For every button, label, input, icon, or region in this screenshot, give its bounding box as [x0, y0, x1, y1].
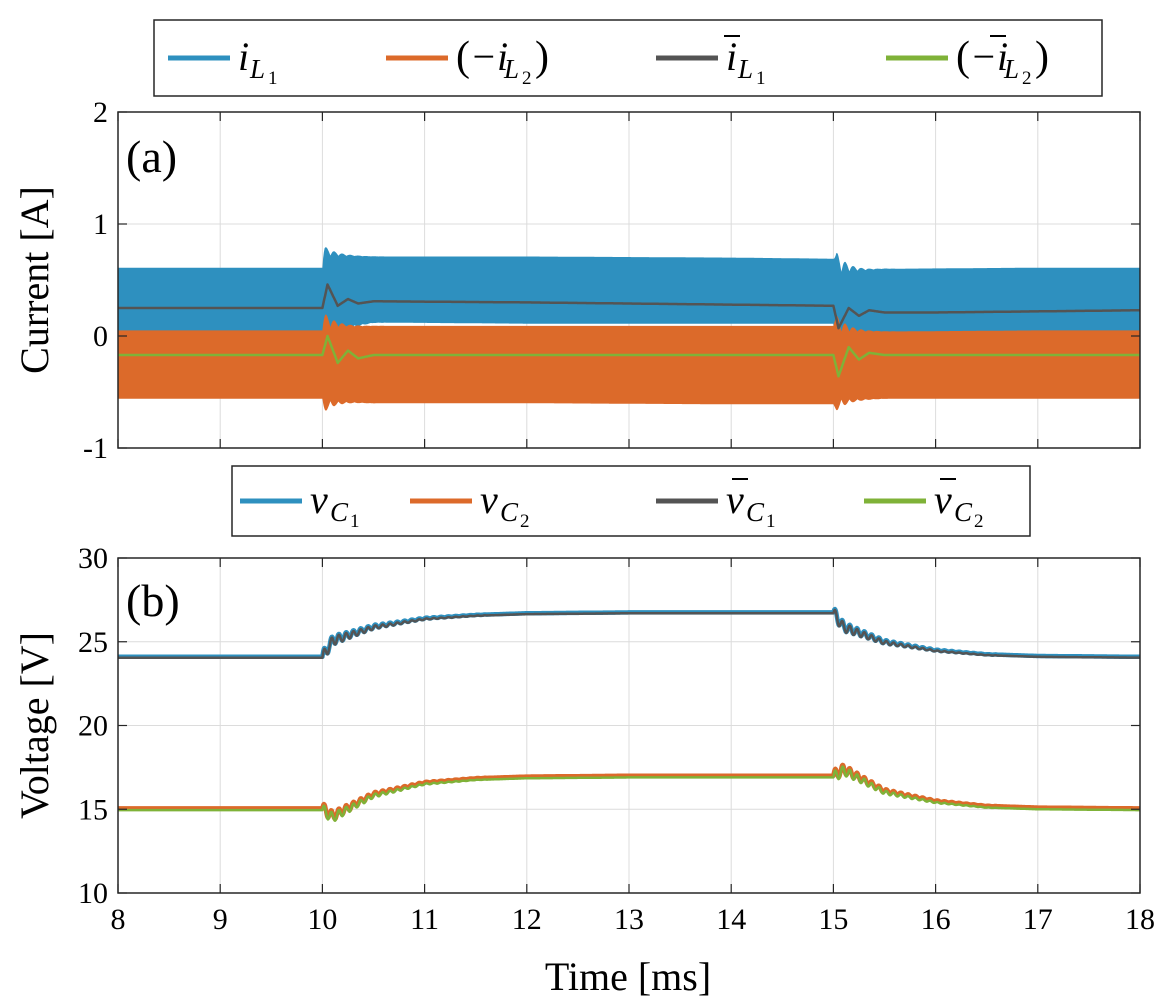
legend-subscript: L: [249, 54, 265, 84]
legend-subscript: L: [1003, 54, 1019, 84]
legend-subsubscript: 1: [766, 511, 776, 532]
legend-subsubscript: 1: [756, 68, 766, 89]
legend-symbol: −i: [970, 34, 1008, 79]
legend-subsubscript: 1: [268, 68, 278, 89]
legend-paren: (: [956, 34, 970, 80]
legend-paren: ): [1035, 34, 1049, 80]
legend-subscript: C: [330, 497, 349, 527]
x-tick-label: 18: [1125, 903, 1155, 936]
legend-subscript: C: [500, 497, 519, 527]
x-tick-label: 15: [818, 903, 848, 936]
legend-subsubscript: 2: [1022, 68, 1032, 89]
grid-lines: [117, 557, 1141, 894]
series-line-vC2_avg: [118, 765, 1140, 822]
x-tick-label: 11: [410, 903, 439, 936]
legend-symbol: i: [726, 34, 737, 79]
plot-area: [118, 606, 1140, 822]
legend: i L 1(−iL 2) i L 1(−iL 2): [153, 19, 1103, 97]
legend-subscript: C: [746, 497, 765, 527]
legend-paren: (: [456, 34, 470, 80]
x-tick-label: 8: [111, 903, 126, 936]
legend-subsubscript: 2: [520, 511, 530, 532]
legend-subsubscript: 2: [974, 511, 984, 532]
x-axis-label: Time [ms]: [545, 954, 711, 999]
legend-subscript: C: [954, 497, 973, 527]
series-line-iL1_avg: [118, 283, 1140, 330]
legend-symbol: v: [310, 477, 328, 522]
y-tick-label: 0: [93, 320, 108, 353]
legend-subscript: L: [737, 54, 753, 84]
y-tick-label: 1: [93, 208, 108, 241]
y-tick-label: 15: [78, 793, 108, 826]
x-tick-label: 13: [614, 903, 644, 936]
legend-symbol: v: [726, 477, 744, 522]
legend-subsubscript: 1: [350, 511, 360, 532]
legend-symbol: v: [480, 477, 498, 522]
y-tick-label: 25: [78, 626, 108, 659]
y-axis-label: Current [A]: [12, 186, 57, 374]
series-line-vC1_avg: [118, 608, 1140, 659]
plot-area: [118, 247, 1140, 411]
x-tick-label: 12: [512, 903, 542, 936]
y-tick-label: -1: [83, 432, 108, 465]
legend-paren: ): [535, 34, 549, 80]
legend-subsubscript: 2: [522, 68, 532, 89]
x-tick-label: 14: [716, 903, 746, 936]
series-line-vC2: [118, 762, 1140, 822]
x-tick-label: 16: [921, 903, 951, 936]
series-line-iL2_avg: [118, 334, 1140, 378]
y-tick-label: 20: [78, 710, 108, 743]
band-iL1: [118, 247, 1140, 353]
y-tick-label: 30: [78, 542, 108, 575]
legend-subscript: L: [503, 54, 519, 84]
legend-symbol: i: [238, 34, 249, 79]
y-tick-label: 10: [78, 877, 108, 910]
panel-tag: (b): [126, 575, 180, 626]
legend-symbol: v: [934, 477, 952, 522]
y-tick-label: 2: [93, 96, 108, 129]
legend-symbol: −i: [470, 34, 508, 79]
panel-tag: (a): [126, 131, 177, 182]
x-tick-label: 17: [1023, 903, 1053, 936]
x-tick-label: 10: [307, 903, 337, 936]
band-iL2: [118, 314, 1140, 411]
x-tick-label: 9: [213, 903, 228, 936]
y-axis-label: Voltage [V]: [12, 632, 57, 819]
